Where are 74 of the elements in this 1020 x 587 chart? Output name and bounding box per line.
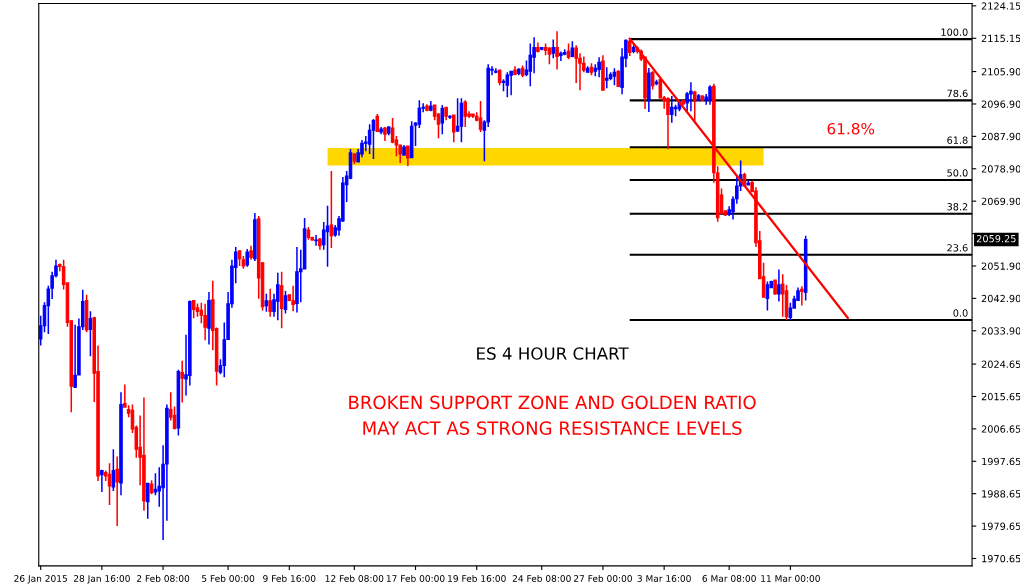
x-tick-label: 27 Feb 00:00 — [574, 574, 632, 582]
annotation: 100.0 — [941, 28, 968, 36]
y-tick-label: 2015.65 — [981, 392, 1020, 401]
y-tick-label: 2033.90 — [981, 327, 1020, 335]
candlestick — [559, 50, 563, 62]
candlestick — [670, 95, 674, 124]
y-tick-label: 2051.90 — [981, 262, 1020, 270]
x-tick-label: 26 Jan 2015 — [14, 575, 67, 584]
candlestick — [777, 268, 781, 303]
candlestick — [666, 96, 670, 151]
candlestick — [325, 205, 330, 268]
y-tick-label: 2042.90 — [981, 294, 1020, 303]
annotation: 23.6 — [947, 244, 968, 252]
x-tick-label: 19 Feb 16:00 — [448, 574, 506, 582]
candlestick — [478, 100, 483, 133]
y-tick-label: 2115.15 — [981, 34, 1020, 43]
annotation: 38.2 — [947, 203, 968, 211]
candlestick — [555, 30, 559, 71]
x-tick-label: 9 Feb 16:00 — [263, 574, 316, 582]
y-tick-label: 2096.90 — [981, 100, 1020, 108]
candlestick — [268, 287, 272, 318]
candlestick — [650, 70, 655, 91]
candlestick — [279, 270, 284, 330]
annotation: 61.8% — [827, 122, 875, 135]
candlestick — [692, 89, 697, 123]
candlestick — [604, 66, 609, 89]
annotation: BROKEN SUPPORT ZONE AND GOLDEN RATIO MAY ACT AS STRONG RESISTANCE LEVELS — [349, 395, 756, 435]
candlestick — [455, 97, 460, 133]
candlestick — [505, 71, 510, 98]
y-tick-label: 2124.15 — [981, 2, 1020, 10]
candlestick — [597, 56, 601, 79]
y-tick-label: 1970.65 — [982, 554, 1020, 563]
annotation: 61.8 — [947, 136, 968, 144]
candlestick — [708, 84, 712, 106]
x-tick-label: 11 Mar 00:00 — [761, 575, 820, 582]
y-tick-label: 1979.65 — [982, 522, 1020, 530]
candlestick — [689, 81, 693, 112]
annotation: ES 4 HOUR CHART — [477, 347, 629, 360]
x-tick-label: 24 Feb 08:00 — [512, 574, 571, 582]
y-tick-label: 1988.65 — [982, 490, 1020, 498]
x-tick-label: 3 Mar 16:00 — [637, 575, 691, 582]
annotation: 50.0 — [947, 169, 968, 177]
x-tick-label: 17 Feb 00:00 — [386, 574, 445, 582]
candlestick — [115, 455, 119, 527]
candlestick — [111, 448, 116, 492]
annotation: 78.6 — [947, 89, 968, 98]
candlestick — [551, 38, 556, 60]
y-tick-label: 2069.90 — [981, 197, 1020, 205]
candlestick — [180, 359, 184, 404]
y-tick-label: 2087.90 — [981, 132, 1020, 141]
candlestick — [406, 145, 410, 167]
candlestick — [417, 99, 422, 129]
x-tick-label: 6 Mar 08:00 — [702, 575, 756, 582]
candlestick — [314, 234, 318, 247]
x-tick-label: 5 Feb 00:00 — [202, 574, 255, 582]
y-tick-label: 2105.90 — [981, 68, 1020, 76]
candlestick — [780, 273, 785, 318]
candlestick — [73, 323, 77, 389]
annotation: 0.0 — [953, 309, 968, 317]
y-tick-label: 1997.65 — [982, 457, 1020, 466]
x-tick-label: 2 Feb 08:00 — [136, 574, 190, 582]
candlestick — [264, 292, 269, 313]
candlestick — [291, 285, 295, 313]
x-tick-label: 28 Jan 16:00 — [73, 575, 130, 584]
y-tick-label: 2006.65 — [981, 425, 1020, 433]
y-tick-label: 2078.90 — [981, 165, 1020, 173]
candlestick — [276, 272, 280, 322]
candlestick — [509, 70, 513, 97]
candlestick — [800, 285, 804, 307]
text: 2059.25 — [976, 234, 1016, 243]
y-tick-label: 2024.65 — [981, 360, 1020, 368]
x-tick-label: 12 Feb 08:00 — [325, 574, 384, 582]
candlestick — [203, 303, 207, 341]
candlestick — [145, 482, 150, 520]
